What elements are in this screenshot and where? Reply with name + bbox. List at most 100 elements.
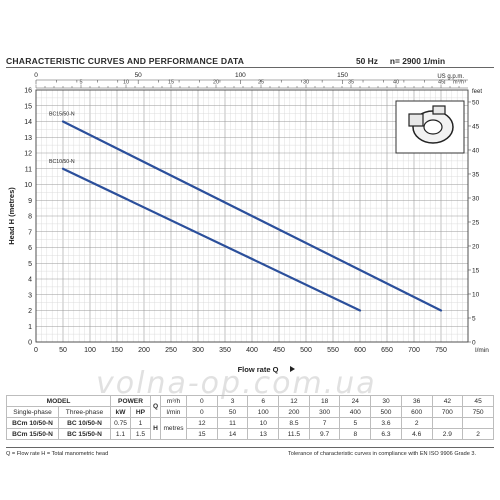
q-m3h-cell: 12 <box>278 395 310 407</box>
q-m3h-cell: 36 <box>400 395 433 407</box>
single-phase-header: Single-phase <box>6 406 59 418</box>
head-cell: 11.5 <box>278 428 310 440</box>
unit-metres: metres <box>160 417 188 440</box>
x-tick-label: 500 <box>300 347 312 354</box>
q-lmin-cell: 50 <box>216 406 249 418</box>
q-lmin-cell: 700 <box>431 406 464 418</box>
head-cell: 2 <box>462 428 494 440</box>
q-lmin-cell: 500 <box>370 406 402 418</box>
q-m3h-cell: 42 <box>431 395 464 407</box>
top-axis-gpm-label: 0 <box>34 72 38 79</box>
head-cell: 4.6 <box>400 428 433 440</box>
y-tick-label: 3 <box>28 292 32 299</box>
footer-rule <box>6 447 494 448</box>
head-cell: 12 <box>186 417 218 429</box>
series-label: BC15/50-N <box>49 112 75 118</box>
top-axis-gpm-label: 150 <box>337 72 348 79</box>
plot-frame <box>35 89 469 343</box>
x-tick-label: 200 <box>138 347 150 354</box>
y-tick-label: 0 <box>28 340 32 347</box>
right-axis-label: 25 <box>472 219 480 226</box>
right-axis-label: 40 <box>472 147 480 154</box>
x-tick-label: 650 <box>381 347 393 354</box>
x-tick-label: 400 <box>246 347 258 354</box>
y-tick-label: 15 <box>24 103 32 110</box>
head-cell: 3.6 <box>370 417 402 429</box>
y-tick-label: 16 <box>24 88 32 95</box>
series-label: BC10/50-N <box>49 159 75 165</box>
unit-lmin: l/min <box>160 406 188 418</box>
x-tick-label: 750 <box>435 347 447 354</box>
unit-m3h: m³/h <box>160 395 188 407</box>
top-axis-gpm-unit: US g.p.m. <box>437 74 464 80</box>
h-label: H <box>150 417 162 440</box>
head-cell: 8 <box>339 428 372 440</box>
top-axis-m3h-label: 40 <box>393 80 399 86</box>
head-cell: 11 <box>216 417 249 429</box>
model-three-phase: BC 10/50-N <box>58 417 111 429</box>
y-tick-label: 10 <box>24 182 32 189</box>
frequency-label: 50 Hz <box>356 56 378 66</box>
pump-illustration-icon <box>395 100 465 154</box>
q-lmin-cell: 100 <box>247 406 280 418</box>
y-tick-label: 4 <box>28 277 32 284</box>
q-m3h-cell: 24 <box>339 395 372 407</box>
top-axis-m3h-label: 20 <box>213 80 219 86</box>
top-axis-m3h-label: 30 <box>303 80 309 86</box>
model-three-phase: BC 15/50-N <box>58 428 111 440</box>
power-header: POWER <box>109 395 152 407</box>
x-tick-label: 100 <box>84 347 96 354</box>
top-axis-m3h-label: 45 <box>438 80 444 86</box>
right-axis-label: 0 <box>472 339 476 346</box>
model-header: MODEL <box>6 395 111 407</box>
hp-header: HP <box>129 406 152 418</box>
head-cell: 7 <box>308 417 341 429</box>
kw-header: kW <box>110 406 131 418</box>
head-cell: 9.7 <box>308 428 341 440</box>
right-axis-label: 15 <box>472 267 480 274</box>
x-axis-arrow-icon <box>290 366 295 372</box>
power-kw: 0.75 <box>110 417 131 429</box>
x-tick-label: 450 <box>273 347 285 354</box>
q-lmin-cell: 200 <box>278 406 310 418</box>
y-tick-label: 6 <box>28 245 32 252</box>
power-hp: 1.5 <box>129 428 152 440</box>
head-cell: 2.9 <box>431 428 464 440</box>
y-axis-title: Head H (metres) <box>7 187 16 245</box>
q-lmin-cell: 750 <box>462 406 494 418</box>
right-axis-label: 5 <box>472 315 476 322</box>
series-line-bc15-50-n <box>61 120 443 312</box>
x-axis-title: Flow rate Q <box>238 365 279 374</box>
y-tick-label: 5 <box>28 261 32 268</box>
q-lmin-cell: 600 <box>400 406 433 418</box>
top-axis-m3h-label: 10 <box>123 80 129 86</box>
x-tick-label: 0 <box>34 347 38 354</box>
model-single-phase: BCm 10/50-N <box>6 417 59 429</box>
x-tick-label: 50 <box>59 347 67 354</box>
head-cell: 8.5 <box>278 417 310 429</box>
y-tick-label: 7 <box>28 229 32 236</box>
x-unit-label: l/min <box>475 347 489 354</box>
q-lmin-cell: 0 <box>186 406 218 418</box>
top-axis-m3h-unit: m³/h <box>453 80 464 86</box>
y-tick-label: 9 <box>28 198 32 205</box>
right-axis-label: 45 <box>472 123 480 130</box>
power-kw: 1.1 <box>110 428 131 440</box>
three-phase-header: Three-phase <box>58 406 111 418</box>
q-lmin-cell: 300 <box>308 406 341 418</box>
head-cell: 14 <box>216 428 249 440</box>
q-label: Q <box>150 395 162 418</box>
x-tick-label: 300 <box>192 347 204 354</box>
x-tick-label: 700 <box>408 347 420 354</box>
x-tick-label: 350 <box>219 347 231 354</box>
top-axis-m3h-label: 15 <box>168 80 174 86</box>
head-cell: 15 <box>186 428 218 440</box>
series-line-bc10-50-n <box>61 167 362 312</box>
head-cell <box>462 417 494 429</box>
y-tick-label: 11 <box>25 166 32 173</box>
q-m3h-cell: 18 <box>308 395 341 407</box>
performance-table: MODEL POWER Q m³/h 0 3 6 12 18 24 30 36 … <box>6 395 494 440</box>
top-axis-m3h-label: 25 <box>258 80 264 86</box>
right-axis-label: 35 <box>472 171 480 178</box>
